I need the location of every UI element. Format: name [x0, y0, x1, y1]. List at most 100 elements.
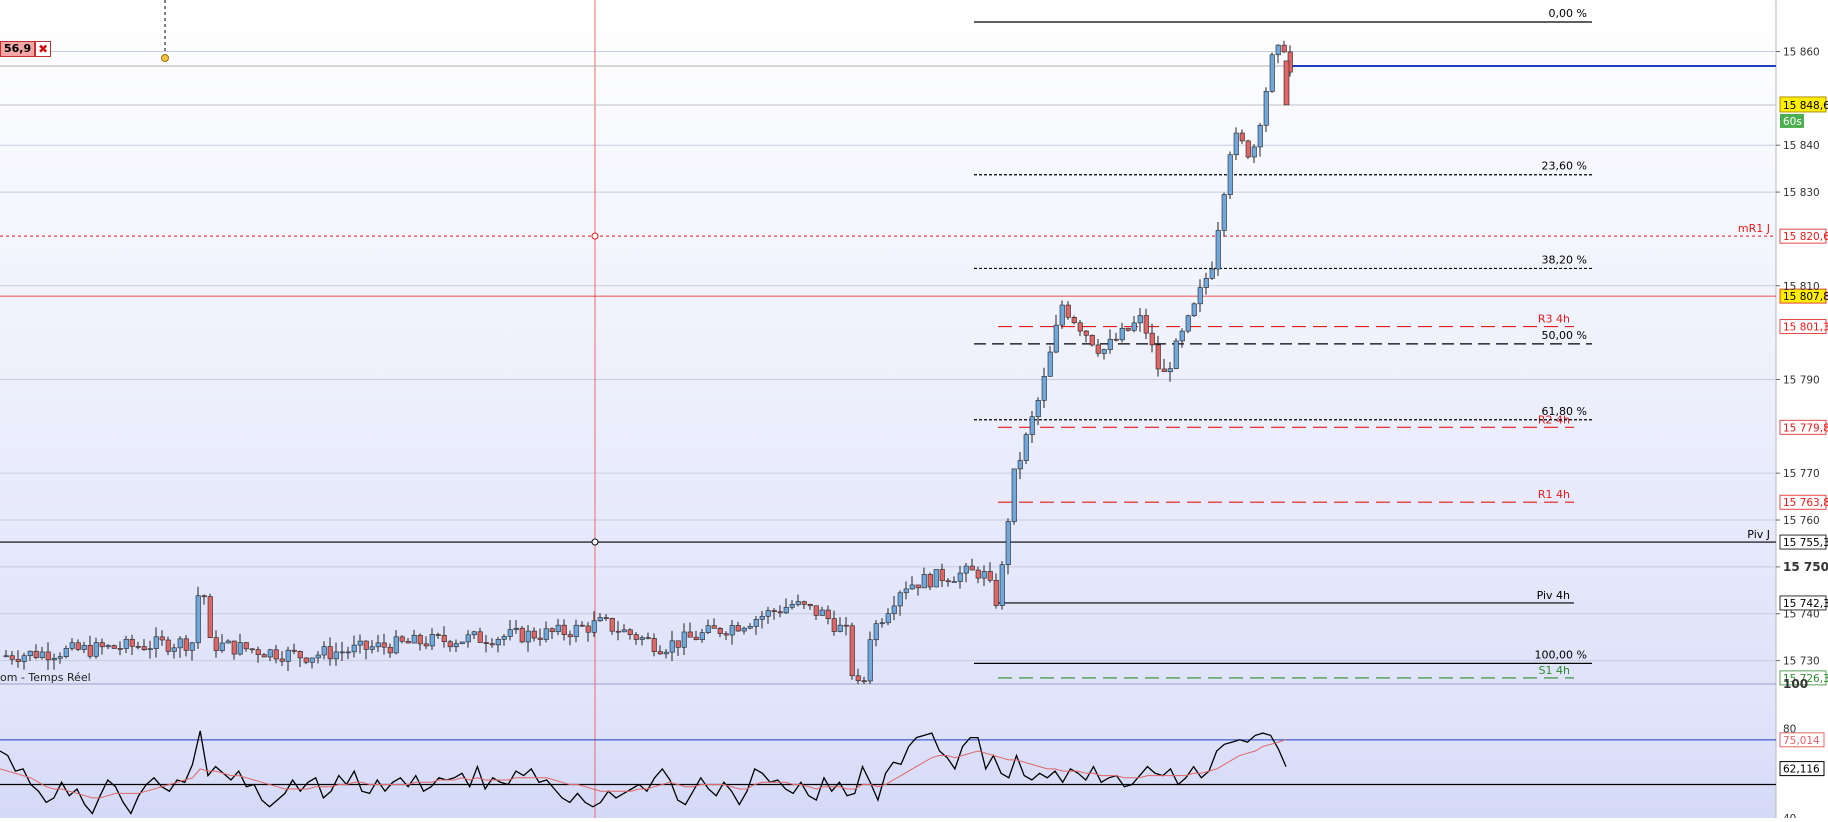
anchor-handle[interactable] [161, 54, 169, 62]
candle-body [609, 617, 615, 632]
candle-body [1059, 304, 1065, 326]
candle-body [45, 651, 51, 661]
candle-body [1011, 468, 1017, 522]
order-tag[interactable]: 56,9 ✖ [0, 41, 52, 57]
candle-body [489, 643, 495, 646]
candle-body [1047, 351, 1053, 377]
candle-body [15, 659, 21, 662]
candle-body [525, 630, 531, 643]
candle-body [933, 569, 939, 588]
candle-body [501, 636, 507, 640]
candle-body [387, 646, 393, 654]
candle-body-last [1283, 60, 1290, 106]
candle-body [921, 574, 927, 589]
candle-body [627, 629, 633, 635]
candle-body [1053, 324, 1059, 353]
candle-body [1029, 416, 1035, 435]
candle-body [345, 651, 351, 654]
candle-body [1197, 287, 1203, 305]
candle-body [21, 655, 27, 662]
candle-body [129, 638, 135, 647]
price-tag-value: 15 801,3 [1783, 322, 1828, 334]
osc-axis-label: 40 [1783, 813, 1796, 818]
candle-body [951, 581, 957, 583]
axis-tick-label: 15 750 [1783, 560, 1828, 574]
price-tag-box [1779, 288, 1827, 304]
axis-tick-label: 15 740 [1783, 609, 1820, 621]
candle-body [135, 646, 141, 648]
candle-body [237, 642, 243, 655]
candle-body [555, 624, 561, 633]
candle-body [273, 649, 279, 660]
candle-body [1137, 315, 1143, 324]
candle-body [459, 641, 465, 644]
candle-body [57, 656, 63, 659]
candle-body [1017, 460, 1023, 470]
candle-body [789, 604, 795, 608]
order-tag-value: 56,9 [0, 41, 36, 57]
candle-body [75, 642, 81, 650]
candle-body [633, 634, 639, 640]
candle-body [465, 634, 471, 643]
candle-body [357, 640, 363, 646]
candle-body [195, 595, 201, 644]
level-label: mR1 J [1738, 222, 1770, 235]
fibonacci-label: 50,00 % [1542, 329, 1587, 342]
candle-body [417, 634, 423, 645]
fibonacci-label: 38,20 % [1542, 253, 1587, 266]
level-handle[interactable] [591, 538, 599, 546]
last-price-box [1779, 96, 1827, 113]
candle-body [513, 627, 519, 630]
candle-body [33, 650, 39, 659]
candle-body [687, 631, 693, 638]
candle-body [783, 606, 789, 614]
axis-tick-label: 15 790 [1783, 374, 1820, 386]
axis-tick-label: 15 760 [1783, 515, 1820, 527]
candle-body [309, 657, 315, 663]
candle-body [201, 595, 207, 598]
price-tag-box [1779, 419, 1827, 435]
candle-body [903, 588, 909, 594]
candle-body [723, 633, 729, 636]
candle-body [1119, 327, 1125, 341]
candle-body [753, 618, 759, 627]
candle-body [1239, 132, 1245, 142]
candle-body [579, 624, 585, 627]
candle-body [621, 629, 627, 633]
osc-signal-value: 75,014 [1783, 735, 1820, 747]
candle-body [267, 649, 273, 658]
candle-body [669, 640, 675, 653]
candle-body [165, 639, 171, 652]
candle-body [93, 642, 99, 657]
candle-body [1257, 124, 1263, 148]
candle-body [1215, 230, 1221, 270]
candle-body [1065, 304, 1071, 318]
candle-body [945, 580, 951, 583]
price-panel-background [0, 0, 1776, 684]
candle-body [291, 649, 297, 652]
candle-body [477, 631, 483, 643]
candle-body [231, 640, 237, 655]
candle-body [549, 628, 555, 633]
candle-body [1077, 322, 1083, 332]
candle-body [693, 636, 699, 640]
level-handle[interactable] [591, 232, 599, 240]
candle-body [393, 636, 399, 654]
instrument-label: om - Temps Réel [0, 671, 91, 684]
candle-body [1023, 434, 1029, 461]
candle-body [1185, 315, 1191, 332]
candle-body [1125, 327, 1131, 331]
candle-body [369, 646, 375, 650]
close-order-icon[interactable]: ✖ [35, 41, 52, 57]
candle-body [531, 630, 537, 639]
candle-body [63, 648, 69, 657]
candle-body [303, 657, 309, 663]
candle-body [141, 646, 147, 651]
candle-body [957, 572, 963, 582]
candle-body [519, 627, 525, 643]
fibonacci-label: 23,60 % [1542, 160, 1587, 173]
candle-body [1275, 44, 1281, 56]
candle-body [3, 655, 9, 658]
